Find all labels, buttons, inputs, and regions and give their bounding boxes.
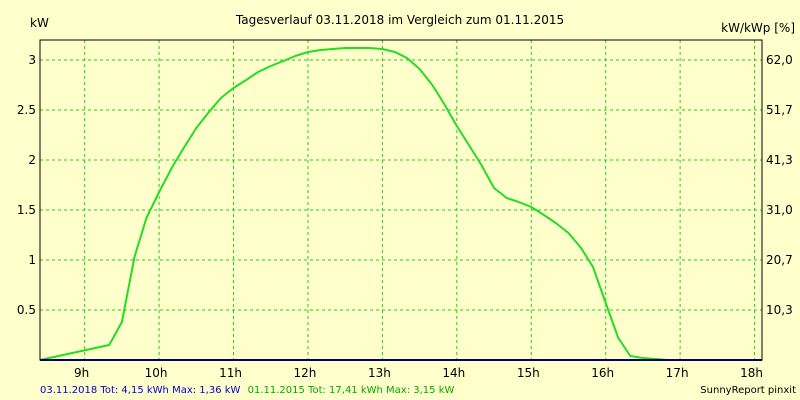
x-tick-label: 10h [145,366,168,380]
tick-labels: 9h 10h 11h 12h 13h 14h 15h 16h 17h 18h 0.5 1 1.5 2 2.5… [17,53,793,380]
x-tick-label: 11h [219,366,242,380]
y2-tick-label: 31,0 [766,203,793,217]
y-tick-label: 0.5 [17,303,36,317]
footer-green-stats: 01.11.2015 Tot: 17,41 kWh Max: 3,15 kW [248,385,455,396]
y-tick-label: 3 [28,53,36,67]
y-tick-label: 2.5 [17,103,36,117]
x-tick-label: 13h [368,366,391,380]
y2-tick-label: 62,0 [766,53,793,67]
y2-tick-label: 20,7 [766,253,793,267]
x-tick-label: 15h [517,366,540,380]
y-tick-label: 2 [28,153,36,167]
y2-tick-label: 51,7 [766,103,793,117]
y2-tick-label: 41,3 [766,153,793,167]
footer-credit: SunnyReport pinxit [700,385,796,396]
y-tick-label: 1 [28,253,36,267]
chart-title: Tagesverlauf 03.11.2018 im Vergleich zum… [235,13,564,27]
plot-background [40,40,762,360]
grid [40,40,762,360]
x-tick-label: 14h [442,366,465,380]
x-tick-label: 17h [666,366,689,380]
y2-axis-label: kW/kWp [%] [721,21,795,35]
x-tick-label: 12h [294,366,317,380]
y2-tick-label: 10,3 [766,303,793,317]
plot-frame [39,39,763,361]
footer-blue-stats: 03.11.2018 Tot: 4,15 kWh Max: 1,36 kW [40,385,241,396]
y-tick-label: 1.5 [17,203,36,217]
x-tick-label: 18h [740,366,763,380]
x-tick-label: 16h [591,366,614,380]
x-tick-label: 9h [74,366,89,380]
footer-stats: 03.11.2018 Tot: 4,15 kWh Max: 1,36 kW 01… [40,385,454,396]
y-axis-label: kW [30,16,49,30]
